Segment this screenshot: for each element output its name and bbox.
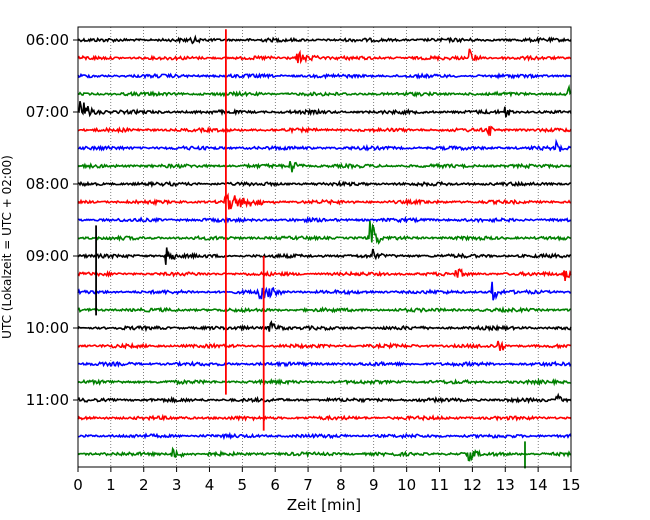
x-axis-label: Zeit [min] xyxy=(287,496,361,514)
trace-row xyxy=(77,247,572,265)
x-tick-label: 7 xyxy=(303,476,313,494)
y-tick-label: 09:00 xyxy=(26,247,69,265)
x-tick-label: 2 xyxy=(139,476,149,494)
x-tick-label: 0 xyxy=(73,476,83,494)
plot-frame xyxy=(77,26,572,468)
trace-row xyxy=(77,305,572,314)
trace-row xyxy=(77,268,572,281)
trace-row xyxy=(77,192,572,210)
x-tick-label: 5 xyxy=(238,476,248,494)
x-tick-label: 4 xyxy=(205,476,215,494)
trace-row xyxy=(77,84,572,98)
trace-row xyxy=(77,340,572,351)
x-axis-ticks: 0 1 2 3 4 5 6 7 8 9 10 11 12 13 14 15 xyxy=(73,467,581,494)
trace-row xyxy=(77,320,572,333)
trace-row xyxy=(77,72,572,80)
trace-row xyxy=(77,431,572,441)
trace-row xyxy=(77,48,572,65)
y-tick-label: 08:00 xyxy=(26,175,69,193)
trace-row xyxy=(77,392,572,405)
x-tick-label: 8 xyxy=(336,476,346,494)
event-spikes xyxy=(95,29,526,469)
trace-row xyxy=(77,161,572,173)
x-tick-label: 11 xyxy=(430,476,449,494)
x-tick-label: 12 xyxy=(463,476,482,494)
trace-row xyxy=(77,215,572,224)
x-tick-label: 1 xyxy=(106,476,116,494)
trace-row xyxy=(77,413,572,422)
trace-row xyxy=(77,360,572,368)
trace-row xyxy=(77,125,572,137)
x-tick-label: 14 xyxy=(529,476,548,494)
y-axis-ticks: 06:00 07:00 08:00 09:00 10:00 11:00 xyxy=(26,31,78,409)
trace-row xyxy=(77,220,572,245)
trace-row xyxy=(77,281,572,301)
x-tick-label: 3 xyxy=(172,476,182,494)
seismogram-traces xyxy=(77,34,572,462)
x-tick-label: 6 xyxy=(270,476,280,494)
trace-row xyxy=(78,138,572,152)
trace-row xyxy=(77,34,572,45)
y-axis-label: UTC (Lokalzeit = UTC + 02:00) xyxy=(0,155,14,339)
y-tick-label: 06:00 xyxy=(26,31,69,49)
plot-area xyxy=(78,27,571,467)
x-tick-label: 13 xyxy=(496,476,515,494)
trace-row xyxy=(77,180,571,188)
y-tick-label: 07:00 xyxy=(26,103,69,121)
y-tick-label: 10:00 xyxy=(26,319,69,337)
trace-row xyxy=(77,446,572,462)
x-tick-label: 9 xyxy=(369,476,379,494)
x-tick-label: 10 xyxy=(397,476,416,494)
trace-row xyxy=(77,101,572,118)
trace-row xyxy=(77,377,571,387)
y-tick-label: 11:00 xyxy=(26,391,69,409)
x-tick-label: 15 xyxy=(561,476,580,494)
